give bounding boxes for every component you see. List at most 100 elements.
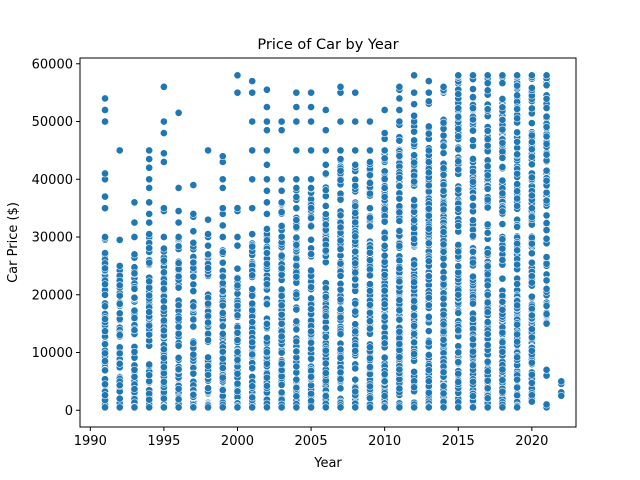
data-point [351, 307, 360, 316]
data-point [218, 279, 227, 288]
data-point [454, 124, 463, 133]
data-point [204, 250, 212, 259]
data-point [336, 353, 345, 362]
data-point [380, 300, 389, 309]
data-point [321, 126, 330, 135]
data-point [469, 247, 477, 256]
data-point [233, 311, 242, 320]
data-point [439, 403, 448, 412]
data-point [204, 241, 212, 250]
data-point [395, 227, 404, 235]
data-point [527, 379, 536, 387]
data-point [248, 117, 257, 126]
data-point [469, 71, 477, 80]
y-axis-ticks: 0 10000 20000 30000 40000 50000 60000 [32, 57, 80, 419]
data-point [483, 384, 492, 393]
data-point [527, 173, 536, 182]
data-point [248, 175, 257, 184]
data-point [160, 345, 168, 354]
data-point [380, 129, 389, 137]
y-tick-label: 30000 [32, 231, 73, 246]
data-point [307, 103, 315, 111]
data-point [351, 268, 360, 277]
data-point [395, 327, 404, 336]
data-point [424, 239, 433, 248]
data-point [160, 204, 168, 213]
data-point [336, 117, 345, 126]
data-point [469, 201, 477, 210]
data-point [233, 369, 242, 378]
data-point [174, 314, 183, 323]
data-point [395, 94, 404, 103]
data-point [218, 347, 227, 356]
data-point [204, 353, 212, 362]
data-point [439, 171, 448, 179]
data-point [527, 311, 536, 320]
data-point [366, 213, 374, 222]
data-point [248, 350, 257, 359]
data-point [145, 308, 154, 316]
data-point [513, 150, 522, 159]
data-point [336, 403, 345, 412]
data-point [336, 368, 345, 377]
data-point [218, 403, 227, 412]
data-point [160, 303, 168, 312]
data-point [439, 320, 448, 329]
data-point [557, 391, 566, 400]
data-point [469, 335, 477, 344]
data-point [292, 305, 301, 314]
data-point [395, 365, 404, 374]
data-point [263, 249, 271, 257]
data-point [277, 319, 286, 328]
data-point [321, 202, 330, 210]
data-point [160, 394, 168, 403]
data-point [189, 238, 198, 247]
data-point [424, 338, 433, 347]
data-point [115, 309, 124, 318]
data-point [483, 162, 492, 171]
data-point [424, 168, 433, 177]
data-point [307, 222, 315, 231]
data-point [277, 285, 286, 294]
data-point [336, 384, 345, 393]
data-point [380, 353, 389, 362]
data-point [380, 323, 389, 331]
data-point [321, 186, 330, 195]
data-point [469, 392, 477, 400]
data-point [498, 274, 507, 283]
data-point [351, 327, 360, 336]
data-point [189, 322, 198, 331]
data-point [424, 97, 433, 106]
data-point [498, 125, 507, 134]
data-point [395, 340, 404, 348]
data-point [395, 106, 404, 114]
data-point [380, 205, 389, 214]
data-point [469, 193, 477, 202]
data-point [439, 280, 448, 289]
data-point [277, 251, 286, 260]
data-point [101, 391, 109, 400]
data-point [351, 232, 360, 241]
data-point [160, 316, 168, 325]
data-point [483, 195, 492, 204]
data-point [336, 146, 345, 155]
data-point [542, 319, 551, 328]
data-point [204, 318, 212, 327]
data-point [336, 313, 345, 322]
data-point [130, 385, 139, 393]
data-point [454, 309, 463, 317]
data-point [483, 86, 492, 95]
data-point [483, 318, 492, 326]
data-point [527, 239, 536, 248]
data-point [263, 198, 271, 207]
data-point [454, 157, 463, 166]
data-point [439, 164, 448, 173]
data-point [101, 349, 109, 358]
data-point [248, 146, 257, 155]
data-point [454, 112, 463, 121]
data-point [321, 312, 330, 320]
data-point [527, 304, 536, 313]
data-point [174, 395, 183, 404]
data-point [130, 326, 139, 335]
data-point [542, 104, 551, 112]
